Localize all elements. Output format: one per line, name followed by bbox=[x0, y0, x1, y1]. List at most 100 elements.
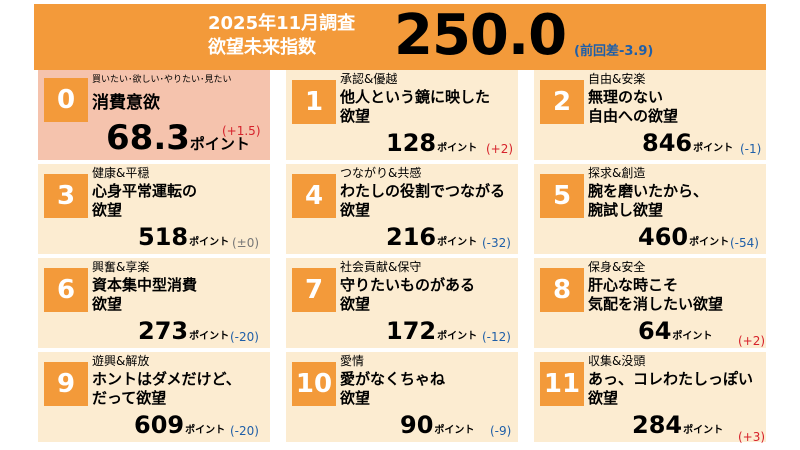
card-name: 愛がなくちゃね 欲望 bbox=[340, 370, 516, 408]
card-number: 6 bbox=[44, 268, 88, 312]
card-name-line1: 資本集中型消費 bbox=[92, 276, 198, 294]
card-name-line1: 腕を磨いたから、 bbox=[588, 182, 709, 200]
card-value: 172ポイント bbox=[386, 317, 477, 351]
card-change: (-1) bbox=[740, 142, 762, 156]
card-change: (-20) bbox=[230, 330, 259, 344]
card-name-line2: 気配を消したい欲望 bbox=[588, 295, 724, 313]
card-unit: ポイント bbox=[672, 331, 713, 342]
card-value-number: 216 bbox=[386, 223, 437, 251]
card-name-line1: 愛がなくちゃね bbox=[340, 370, 446, 388]
card-category: 愛情 bbox=[340, 354, 365, 368]
card-name: 心身平常運転の 欲望 bbox=[92, 182, 268, 220]
card-name-line2: 欲望 bbox=[340, 389, 371, 407]
index-value: 250.0 bbox=[394, 3, 567, 68]
index-header: 2025年11月調査 欲望未来指数 250.0 (前回差-3.9) bbox=[34, 3, 766, 70]
card-name-line2: 腕試し欲望 bbox=[588, 201, 664, 219]
card-name-line2: 欲望 bbox=[340, 295, 371, 313]
card-value-number: 64 bbox=[638, 317, 672, 345]
card-name: わたしの役割でつながる 欲望 bbox=[340, 182, 516, 220]
card-category: 興奮&享楽 bbox=[92, 260, 150, 274]
card-change: (+3) bbox=[738, 430, 766, 444]
card-name-line2: 欲望 bbox=[92, 201, 123, 219]
card-value: 460ポイント bbox=[638, 223, 729, 257]
card-unit: ポイント bbox=[189, 237, 230, 248]
card-change: (-54) bbox=[730, 236, 759, 250]
card-category: 遊興&解放 bbox=[92, 354, 150, 368]
card-name-line1: ホントはダメだけど、 bbox=[92, 370, 241, 388]
index-name: 欲望未来指数 bbox=[208, 37, 316, 58]
card-name-line1: わたしの役割でつながる bbox=[340, 182, 506, 200]
card-value-number: 846 bbox=[642, 129, 693, 157]
card-name: あっ、コレわたしっぽい 欲望 bbox=[588, 370, 764, 408]
card-unit: ポイント bbox=[437, 237, 478, 248]
desire-card-9: 9 遊興&解放 ホントはダメだけど、 だって欲望 609ポイント (-20) bbox=[38, 352, 270, 442]
card-value-number: 90 bbox=[400, 411, 434, 439]
card-value: 128ポイント bbox=[386, 129, 477, 163]
card-value-number: 284 bbox=[632, 411, 683, 439]
card-name: 無理のない 自由への欲望 bbox=[588, 88, 764, 126]
card-value: 64ポイント bbox=[638, 317, 712, 351]
card-category: 保身&安全 bbox=[588, 260, 646, 274]
card-unit: ポイント bbox=[437, 143, 478, 154]
card-category: 収集&没頭 bbox=[588, 354, 646, 368]
card-name-line1: あっ、コレわたしっぽい bbox=[588, 370, 754, 388]
card-value-number: 609 bbox=[134, 411, 185, 439]
card-value-number: 68.3 bbox=[106, 118, 190, 158]
card-number: 4 bbox=[292, 174, 336, 218]
card-name: 守りたいものがある 欲望 bbox=[340, 276, 516, 314]
card-change: (-12) bbox=[482, 330, 511, 344]
card-value-number: 172 bbox=[386, 317, 437, 345]
card-unit: ポイント bbox=[683, 425, 724, 436]
card-value-number: 273 bbox=[138, 317, 189, 345]
card-name: ホントはダメだけど、 だって欲望 bbox=[92, 370, 268, 408]
card-number: 1 bbox=[292, 80, 336, 124]
card-unit: ポイント bbox=[689, 237, 730, 248]
desire-card-8: 8 保身&安全 肝心な時こそ 気配を消したい欲望 64ポイント (+2) bbox=[534, 258, 766, 348]
card-value: 518ポイント bbox=[138, 223, 229, 257]
card-value: 609ポイント bbox=[134, 411, 225, 445]
card-name-line2: 自由への欲望 bbox=[588, 107, 679, 125]
card-category: 買いたい･欲しい･やりたい･見たい bbox=[92, 75, 232, 85]
card-number: 2 bbox=[540, 80, 584, 124]
card-value: 273ポイント bbox=[138, 317, 229, 351]
card-name-line1: 心身平常運転の bbox=[92, 182, 198, 200]
card-value-number: 518 bbox=[138, 223, 189, 251]
desire-card-7: 7 社会貢献&保守 守りたいものがある 欲望 172ポイント (-12) bbox=[286, 258, 518, 348]
card-number: 10 bbox=[292, 362, 336, 406]
card-category: 健康&平穏 bbox=[92, 166, 150, 180]
card-value: 68.3ポイント bbox=[106, 118, 250, 164]
desire-card-5: 5 探求&創造 腕を磨いたから、 腕試し欲望 460ポイント (-54) bbox=[534, 164, 766, 254]
desire-card-6: 6 興奮&享楽 資本集中型消費 欲望 273ポイント (-20) bbox=[38, 258, 270, 348]
card-name: 肝心な時こそ 気配を消したい欲望 bbox=[588, 276, 764, 314]
card-value-number: 128 bbox=[386, 129, 437, 157]
card-name-line1: 無理のない bbox=[588, 88, 664, 106]
desire-card-11: 11 収集&没頭 あっ、コレわたしっぽい 欲望 284ポイント (+3) bbox=[534, 352, 766, 445]
desire-card-0: 0 買いたい･欲しい･やりたい･見たい 消費意欲 68.3ポイント (+1.5) bbox=[38, 70, 270, 160]
card-name-line2: 欲望 bbox=[92, 295, 123, 313]
card-change: (±0) bbox=[232, 236, 260, 250]
card-number: 0 bbox=[44, 78, 88, 122]
card-name-line1: 肝心な時こそ bbox=[588, 276, 679, 294]
card-change: (+1.5) bbox=[222, 124, 261, 138]
card-number: 8 bbox=[540, 268, 584, 312]
index-diff: (前回差-3.9) bbox=[574, 44, 654, 59]
card-name-line2: 欲望 bbox=[340, 107, 371, 125]
card-value: 216ポイント bbox=[386, 223, 477, 257]
card-value-number: 460 bbox=[638, 223, 689, 251]
survey-date: 2025年11月調査 bbox=[208, 13, 356, 34]
card-change: (-9) bbox=[490, 424, 512, 438]
card-change: (-20) bbox=[230, 424, 259, 438]
card-number: 11 bbox=[540, 362, 584, 406]
desire-card-3: 3 健康&平穏 心身平常運転の 欲望 518ポイント (±0) bbox=[38, 164, 270, 254]
card-category: 自由&安楽 bbox=[588, 72, 646, 86]
card-change: (+2) bbox=[738, 334, 766, 348]
card-number: 5 bbox=[540, 174, 584, 218]
card-value: 90ポイント bbox=[400, 411, 474, 445]
card-unit: ポイント bbox=[189, 135, 250, 153]
card-number: 7 bbox=[292, 268, 336, 312]
card-value: 284ポイント bbox=[632, 411, 723, 445]
desire-card-4: 4 つながり&共感 わたしの役割でつながる 欲望 216ポイント (-32) bbox=[286, 164, 518, 254]
card-category: 社会貢献&保守 bbox=[340, 260, 422, 274]
card-unit: ポイント bbox=[189, 331, 230, 342]
survey-title: 2025年11月調査 欲望未来指数 bbox=[208, 12, 368, 60]
